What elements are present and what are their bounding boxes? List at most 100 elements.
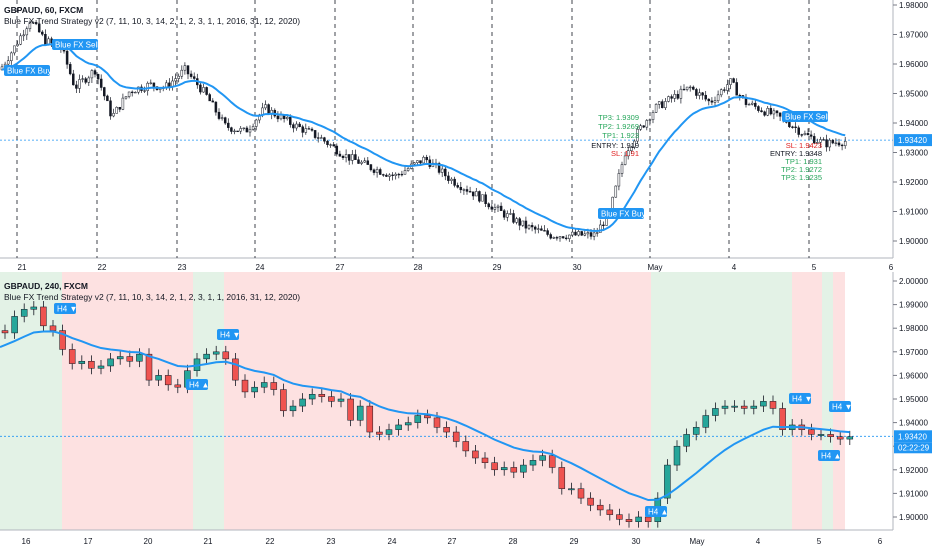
top-candle-body <box>121 97 125 110</box>
top-candle-body <box>726 84 729 91</box>
bottom-candle-body <box>625 519 633 522</box>
top-candle-body <box>99 78 103 88</box>
top-candle-body <box>791 126 794 128</box>
top-candle-body <box>754 102 757 107</box>
bottom-time-label: 22 <box>266 537 275 546</box>
top-candle-body <box>633 140 636 148</box>
top-candle-body <box>220 117 224 119</box>
top-candle-body <box>81 78 84 80</box>
top-candle-body <box>298 123 301 127</box>
bottom-signal-down-2-box[interactable] <box>217 329 239 340</box>
top-candle-body <box>822 139 825 141</box>
top-candle-body <box>654 104 658 113</box>
bottom-indicator-label[interactable]: Blue FX Trend Strategy v2 (7, 11, 10, 3,… <box>4 292 301 302</box>
top-signal-sell-1-box[interactable] <box>52 39 98 50</box>
bottom-candle-body <box>481 457 489 463</box>
top-signal-sell-2: Blue FX Sell <box>785 113 829 122</box>
bottom-candle-body <box>49 325 57 331</box>
top-signal-buy-1-box[interactable] <box>4 65 50 76</box>
bottom-chart-canvas[interactable]: 2.00000 1.99000 1.98000 1.97000 1.96000 1.950… <box>0 272 932 550</box>
top-price-label: 1.96000 <box>899 60 928 69</box>
bottom-price-label: 1.97000 <box>899 348 928 357</box>
top-candle-body <box>217 111 221 119</box>
top-candle-body <box>192 76 196 79</box>
bottom-candle-body <box>376 431 383 435</box>
bottom-trend-zone <box>822 272 833 530</box>
top-candle-body <box>242 127 246 130</box>
bottom-signal-down-4-box[interactable] <box>829 401 851 412</box>
bottom-candle-body <box>203 353 210 360</box>
bottom-price-label: 1.90000 <box>899 513 928 522</box>
bottom-signal-up-2-box[interactable] <box>818 450 840 461</box>
top-candle-body <box>688 86 692 89</box>
top-candle-body <box>670 96 673 99</box>
top-price-label: 1.98000 <box>899 1 928 10</box>
top-candle-body <box>354 154 357 160</box>
bottom-signal-up-1-box[interactable] <box>186 379 208 390</box>
top-candle-body <box>96 74 100 80</box>
bottom-candle-body <box>740 405 748 409</box>
bottom-current-price-label: 1.93420 <box>898 432 927 441</box>
bottom-signal-down-3-box[interactable] <box>789 393 811 404</box>
top-chart-canvas[interactable]: 1.98000 1.97000 1.96000 1.95000 1.94000 1.930… <box>0 0 932 272</box>
top-candle-body <box>475 191 478 197</box>
top-signal-buy-2-box[interactable] <box>598 208 644 219</box>
bottom-candle-body <box>40 306 47 327</box>
top-candle-body <box>292 124 295 129</box>
top-candle-body <box>400 173 404 176</box>
top-candle-body <box>527 225 531 229</box>
top-signal-sell-1: Blue FX Sell <box>55 41 99 50</box>
buy-sl-label: SL: 1.91 <box>611 149 639 158</box>
bottom-candle-body <box>337 398 345 402</box>
top-candle-body <box>112 113 115 117</box>
top-candle-body <box>577 231 580 236</box>
top-candle-body <box>657 101 661 105</box>
top-candle-body <box>453 178 456 186</box>
bottom-candle-body <box>97 365 105 369</box>
top-candle-body <box>574 231 577 236</box>
bottom-trend-zone <box>62 272 193 530</box>
bottom-candle-body <box>88 360 95 369</box>
top-candle-body <box>310 128 314 131</box>
top-legend: GBPAUD, 60, FXCM Blue FX Trend Strategy … <box>4 5 300 27</box>
top-candle-body <box>695 89 698 96</box>
top-price-label: 1.95000 <box>899 90 928 99</box>
top-indicator-label[interactable]: Blue FX Trend Strategy v2 (7, 11, 10, 3,… <box>4 16 301 26</box>
bottom-candle-body <box>20 309 28 317</box>
top-symbol[interactable]: GBPAUD, 60, FXCM <box>4 5 84 15</box>
bottom-signal-down-1-box[interactable] <box>54 303 76 314</box>
top-candle-body <box>388 174 391 177</box>
bottom-chart-pane[interactable]: 2.00000 1.99000 1.98000 1.97000 1.96000 1.950… <box>0 272 932 550</box>
top-candle-body <box>68 64 72 75</box>
top-candle-body <box>403 170 407 175</box>
top-candle-body <box>698 92 701 96</box>
top-candle-body <box>152 82 156 87</box>
top-current-price-label: 1.93420 <box>898 136 927 145</box>
bottom-candle-body <box>126 356 134 362</box>
top-signal-buy-2: Blue FX Buy <box>601 210 645 219</box>
bottom-signal-up-3-box[interactable] <box>645 506 667 517</box>
top-candle-body <box>227 122 230 128</box>
top-candle-body <box>763 111 766 116</box>
bottom-candle-body <box>366 405 374 433</box>
top-candle-body <box>369 164 373 171</box>
sell-sl-label: SL: 1.9423 <box>786 141 822 150</box>
top-candle-body <box>651 112 655 120</box>
bottom-candle-body <box>769 401 777 409</box>
top-candle-body <box>304 128 308 133</box>
top-candle-body <box>816 142 819 144</box>
bottom-symbol[interactable]: GBPAUD, 240, FXCM <box>4 281 88 291</box>
bottom-candle-body <box>616 514 623 520</box>
top-candle-body <box>750 102 754 105</box>
top-candle-body <box>341 155 345 158</box>
top-candle-body <box>199 84 202 93</box>
top-candle-body <box>611 196 614 210</box>
bottom-candle-body <box>558 467 566 489</box>
top-candle-body <box>645 120 649 128</box>
top-candle-body <box>834 142 838 144</box>
top-chart-pane[interactable]: 1.98000 1.97000 1.96000 1.95000 1.94000 1.930… <box>0 0 932 272</box>
top-candle-body <box>825 139 828 148</box>
top-signal-sell-2-box[interactable] <box>782 111 828 122</box>
bottom-signal-up-1: H4 ▲ <box>189 381 209 390</box>
top-time-label: May <box>647 263 662 272</box>
